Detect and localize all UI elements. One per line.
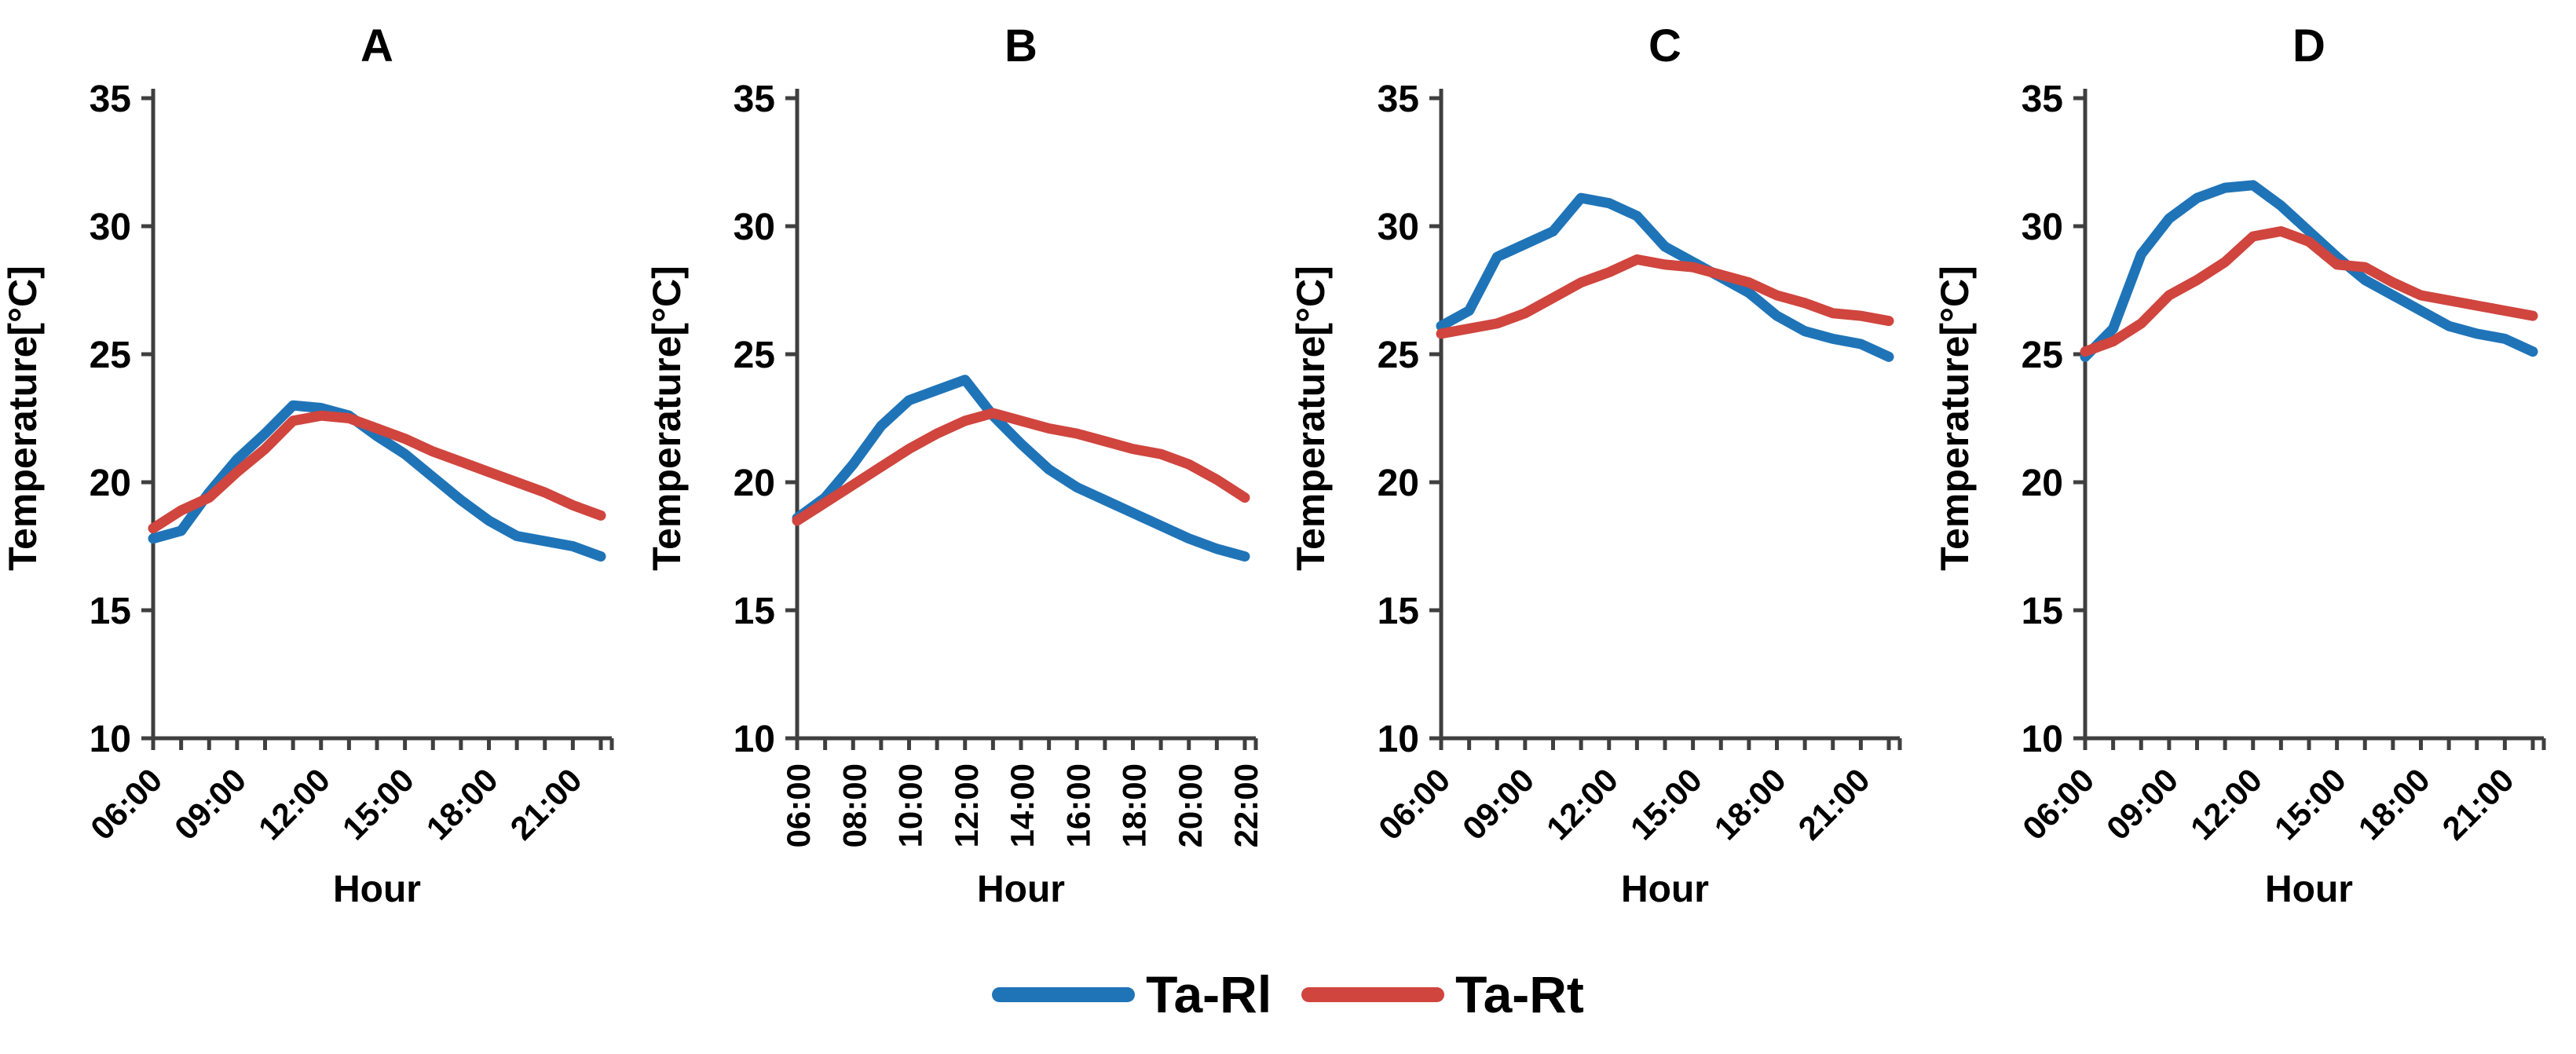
ta-rt-line-swatch <box>1301 986 1445 1002</box>
series-line-ta-rt <box>792 408 1250 526</box>
x-tick-label: 09:00 <box>2099 761 2185 847</box>
series-line-ta-rl <box>2080 180 2538 362</box>
x-tick-label: 06:00 <box>2015 761 2101 847</box>
x-tick-label: 18:00 <box>1116 763 1153 847</box>
x-axis-title: Hour <box>333 869 421 910</box>
x-tick-label: 12:00 <box>251 761 337 847</box>
x-tick-label: 09:00 <box>167 761 253 847</box>
series-line-ta-rl <box>148 400 606 562</box>
x-tick-label: 18:00 <box>1707 761 1793 847</box>
y-tick-label: 15 <box>1378 591 1419 632</box>
y-tick-label: 15 <box>734 591 775 632</box>
series-line-ta-rt <box>148 410 606 534</box>
y-tick-label: 25 <box>90 335 131 376</box>
series-line-ta-rt <box>1436 254 1894 339</box>
chart-d: D 10 15 20 25 30 35 06:0009:0012:0015:0018:0021… <box>1933 20 2546 910</box>
x-tick-label: 16:00 <box>1059 763 1096 847</box>
series-line-ta-rl <box>792 375 1250 562</box>
y-tick-label: 30 <box>1378 207 1419 248</box>
y-axis-title: Temperature[°C] <box>1 265 45 571</box>
panel-a: A 10 15 20 25 30 35 06:00 09:00 12:00 15:00 18:00 21… <box>0 0 644 935</box>
y-axis-title: Temperature[°C] <box>645 265 689 571</box>
x-tick-label: 22:00 <box>1228 763 1264 847</box>
legend-label-ta-rt: Ta-Rt <box>1455 965 1584 1023</box>
x-tick-label: 15:00 <box>1623 761 1709 847</box>
panel-title: C <box>1648 20 1681 71</box>
y-tick-label: 20 <box>1378 463 1419 504</box>
panel-title: A <box>360 20 393 71</box>
x-tick-label: 14:00 <box>1004 763 1041 847</box>
legend-item-ta-rt: Ta-Rt <box>1301 968 1584 1020</box>
y-tick-label: 10 <box>734 719 775 760</box>
x-tick-label: 08:00 <box>836 763 873 847</box>
y-tick-label: 25 <box>2022 335 2063 376</box>
x-tick-label: 06:00 <box>780 763 817 847</box>
x-axis-title: Hour <box>1621 869 1709 910</box>
x-tick-label: 18:00 <box>419 761 505 847</box>
y-tick-label: 25 <box>734 335 775 376</box>
x-tick-label: 21:00 <box>1791 761 1877 847</box>
x-tick-label: 06:00 <box>83 761 169 847</box>
x-tick-label: 20:00 <box>1172 763 1209 847</box>
y-tick-label: 20 <box>734 463 775 504</box>
y-tick-label: 35 <box>2022 79 2063 120</box>
chart-b: B 10 15 20 25 30 35 06:00 08:00 10:00 12:00 14:00 16… <box>645 20 1264 910</box>
panel-row: A 10 15 20 25 30 35 06:00 09:00 12:00 15:00 18:00 21… <box>0 0 2576 935</box>
y-tick-label: 10 <box>90 719 131 760</box>
y-tick-label: 15 <box>90 591 131 632</box>
x-tick-label: 21:00 <box>503 761 589 847</box>
y-tick-label: 30 <box>90 207 131 248</box>
x-tick-label: 18:00 <box>2351 761 2437 847</box>
x-tick-label: 21:00 <box>2435 761 2521 847</box>
panel-title: B <box>1004 20 1037 71</box>
y-tick-label: 10 <box>2022 719 2063 760</box>
panel-d: D 10 15 20 25 30 35 06:00 09:00 12:00 15:00 18:00 21… <box>1932 0 2576 935</box>
y-tick-label: 25 <box>1378 335 1419 376</box>
panel-b: B 10 15 20 25 30 35 06:00 08:00 10:00 12:00 14:00 16… <box>644 0 1288 935</box>
x-tick-label: 12:00 <box>948 763 985 847</box>
x-tick-label: 12:00 <box>1539 761 1625 847</box>
x-tick-label: 12:00 <box>2183 761 2269 847</box>
y-tick-label: 20 <box>90 463 131 504</box>
chart-a: A 10 15 20 25 30 35 06:0009:0012:0015:0018:0021… <box>1 20 614 910</box>
chart-c: C 10 15 20 25 30 35 06:0009:0012:0015:0018:0021… <box>1289 20 1902 910</box>
y-axis-title: Temperature[°C] <box>1933 265 1977 571</box>
y-tick-label: 35 <box>90 79 131 120</box>
x-tick-label: 15:00 <box>2267 761 2353 847</box>
y-tick-label: 10 <box>1378 719 1419 760</box>
legend: Ta-Rl Ta-Rt <box>0 935 2576 1054</box>
panel-c: C 10 15 20 25 30 35 06:00 09:00 12:00 15:00 18:00 21… <box>1288 0 1932 935</box>
ta-rl-line-swatch <box>992 986 1136 1002</box>
y-tick-label: 35 <box>1378 79 1419 120</box>
series-line-ta-rl <box>1436 192 1894 362</box>
y-tick-label: 30 <box>2022 207 2063 248</box>
y-tick-label: 30 <box>734 207 775 248</box>
panel-title: D <box>2292 20 2325 71</box>
y-tick-label: 20 <box>2022 463 2063 504</box>
x-tick-label: 06:00 <box>1371 761 1457 847</box>
y-axis-title: Temperature[°C] <box>1289 265 1333 571</box>
x-axis-title: Hour <box>2265 869 2353 910</box>
x-tick-label: 15:00 <box>335 761 421 847</box>
series-line-ta-rt <box>2080 226 2538 357</box>
legend-item-ta-rl: Ta-Rl <box>992 968 1272 1020</box>
x-tick-label: 10:00 <box>892 763 929 847</box>
x-tick-label: 09:00 <box>1455 761 1541 847</box>
legend-label-ta-rl: Ta-Rl <box>1146 965 1272 1023</box>
y-tick-label: 15 <box>2022 591 2063 632</box>
y-tick-label: 35 <box>734 79 775 120</box>
x-axis-title: Hour <box>977 869 1065 910</box>
